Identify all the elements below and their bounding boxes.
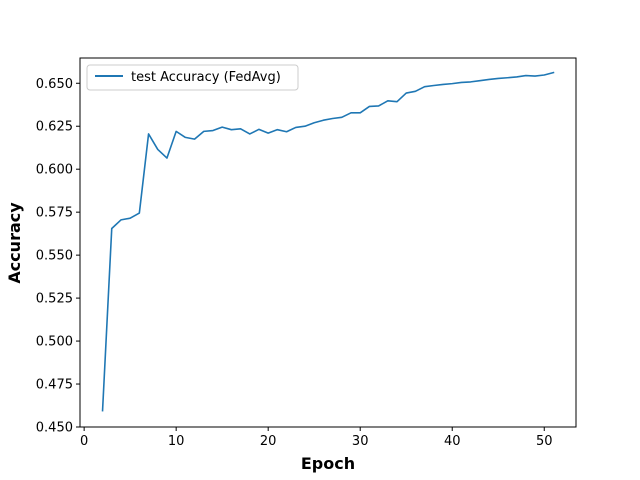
x-tick-label: 10 — [168, 434, 185, 449]
x-tick-label: 20 — [260, 434, 277, 449]
y-axis-label: Accuracy — [5, 202, 24, 284]
legend: test Accuracy (FedAvg) — [86, 64, 299, 91]
y-tick-label: 0.600 — [36, 163, 73, 178]
legend-label: test Accuracy (FedAvg) — [131, 70, 281, 85]
y-tick-label: 0.575 — [36, 206, 73, 221]
x-axis-ticks: 0 10 20 30 40 50 — [80, 427, 553, 449]
x-tick-label: 30 — [352, 434, 369, 449]
x-tick-label: 0 — [80, 434, 88, 449]
y-tick-label: 0.475 — [36, 378, 73, 393]
y-axis-ticks: 0.450 0.475 0.500 0.525 0.550 0.575 0.600 0.625… — [36, 77, 80, 436]
y-tick-label: 0.450 — [36, 421, 73, 436]
y-tick-label: 0.550 — [36, 249, 73, 264]
y-tick-label: 0.500 — [36, 335, 73, 350]
y-tick-label: 0.650 — [36, 77, 73, 92]
series-group — [101, 71, 555, 412]
x-tick-label: 40 — [444, 434, 461, 449]
x-axis-label: Epoch — [301, 454, 355, 473]
y-tick-label: 0.625 — [36, 120, 73, 135]
series-line-0 — [101, 71, 555, 412]
y-tick-label: 0.525 — [36, 292, 73, 307]
x-tick-label: 50 — [536, 434, 553, 449]
legend-box — [86, 64, 299, 91]
plot-frame — [79, 57, 577, 428]
